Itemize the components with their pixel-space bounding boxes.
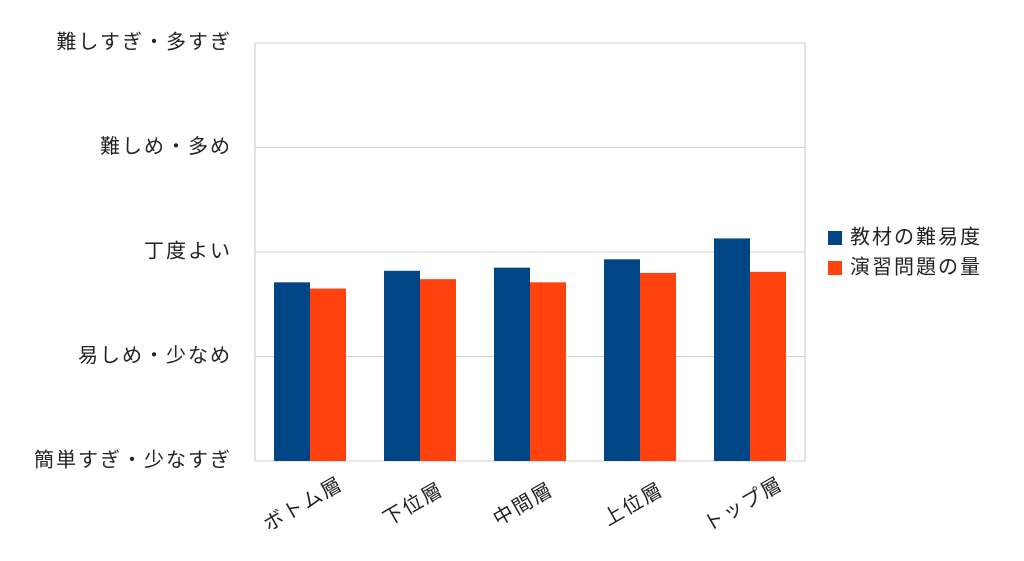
x-tick-label: ボトム層: [259, 471, 347, 536]
bar: [604, 259, 640, 461]
bar: [420, 279, 456, 461]
y-tick-label: 簡単すぎ・少なすぎ: [34, 448, 232, 472]
x-tick-label: トップ層: [699, 471, 787, 536]
bar: [274, 282, 310, 461]
legend-swatch: [828, 231, 842, 245]
bar: [494, 267, 530, 461]
x-tick-label: 上位層: [599, 477, 668, 531]
bar: [384, 270, 420, 461]
legend-swatch: [828, 261, 842, 275]
x-tick-label: 下位層: [379, 477, 448, 531]
y-tick-label: 難しすぎ・多すぎ: [56, 30, 232, 54]
legend-label: 教材の難易度: [850, 225, 982, 249]
bar: [310, 288, 346, 461]
y-tick-label: 易しめ・少なめ: [78, 343, 232, 367]
bar: [714, 238, 750, 461]
bar: [750, 271, 786, 461]
y-tick-label: 難しめ・多め: [100, 134, 232, 158]
legend-label: 演習問題の量: [850, 255, 982, 279]
bar: [530, 282, 566, 461]
y-tick-label: 丁度よい: [144, 239, 232, 263]
x-tick-label: 中間層: [489, 477, 558, 531]
bar: [640, 272, 676, 461]
